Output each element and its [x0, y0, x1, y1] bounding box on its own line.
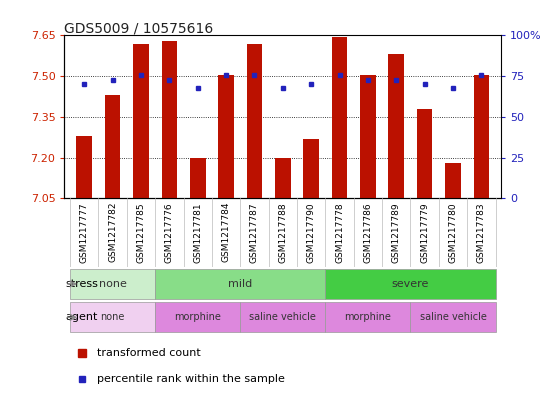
Text: GSM1217788: GSM1217788 — [278, 202, 287, 263]
Text: stress: stress — [65, 279, 98, 289]
Text: saline vehicle: saline vehicle — [419, 312, 487, 322]
Bar — [410, 302, 496, 332]
Text: none: none — [99, 279, 127, 289]
Bar — [360, 75, 376, 198]
Bar — [155, 269, 325, 299]
Text: GSM1217784: GSM1217784 — [222, 202, 231, 263]
Bar — [246, 44, 262, 198]
Bar — [133, 44, 149, 198]
Bar — [275, 158, 291, 198]
Text: GSM1217783: GSM1217783 — [477, 202, 486, 263]
Text: GSM1217777: GSM1217777 — [80, 202, 88, 263]
Text: GSM1217789: GSM1217789 — [392, 202, 401, 263]
Text: none: none — [100, 312, 125, 322]
Bar — [445, 163, 461, 198]
Text: agent: agent — [65, 312, 97, 322]
Text: GSM1217778: GSM1217778 — [335, 202, 344, 263]
Text: saline vehicle: saline vehicle — [249, 312, 316, 322]
Bar — [325, 269, 496, 299]
Bar — [325, 302, 410, 332]
Bar — [77, 136, 92, 198]
Bar — [240, 302, 325, 332]
Bar — [190, 158, 206, 198]
Text: mild: mild — [228, 279, 253, 289]
Bar — [332, 37, 347, 198]
Bar — [474, 75, 489, 198]
Text: morphine: morphine — [344, 312, 391, 322]
Bar — [70, 302, 155, 332]
Bar — [304, 139, 319, 198]
Text: GSM1217790: GSM1217790 — [307, 202, 316, 263]
Bar — [389, 54, 404, 198]
Text: GSM1217781: GSM1217781 — [193, 202, 202, 263]
Bar — [70, 269, 155, 299]
Text: GSM1217782: GSM1217782 — [108, 202, 117, 263]
Bar — [105, 95, 120, 198]
Text: GSM1217786: GSM1217786 — [363, 202, 372, 263]
Text: severe: severe — [392, 279, 429, 289]
Bar — [155, 302, 240, 332]
Text: GDS5009 / 10575616: GDS5009 / 10575616 — [64, 22, 214, 36]
Text: GSM1217785: GSM1217785 — [137, 202, 146, 263]
Text: morphine: morphine — [174, 312, 221, 322]
Bar — [417, 109, 432, 198]
Text: GSM1217776: GSM1217776 — [165, 202, 174, 263]
Text: GSM1217787: GSM1217787 — [250, 202, 259, 263]
Bar — [218, 75, 234, 198]
Text: GSM1217779: GSM1217779 — [420, 202, 429, 263]
Text: GSM1217780: GSM1217780 — [449, 202, 458, 263]
Text: transformed count: transformed count — [97, 348, 201, 358]
Text: percentile rank within the sample: percentile rank within the sample — [97, 374, 285, 384]
Bar — [161, 41, 177, 198]
